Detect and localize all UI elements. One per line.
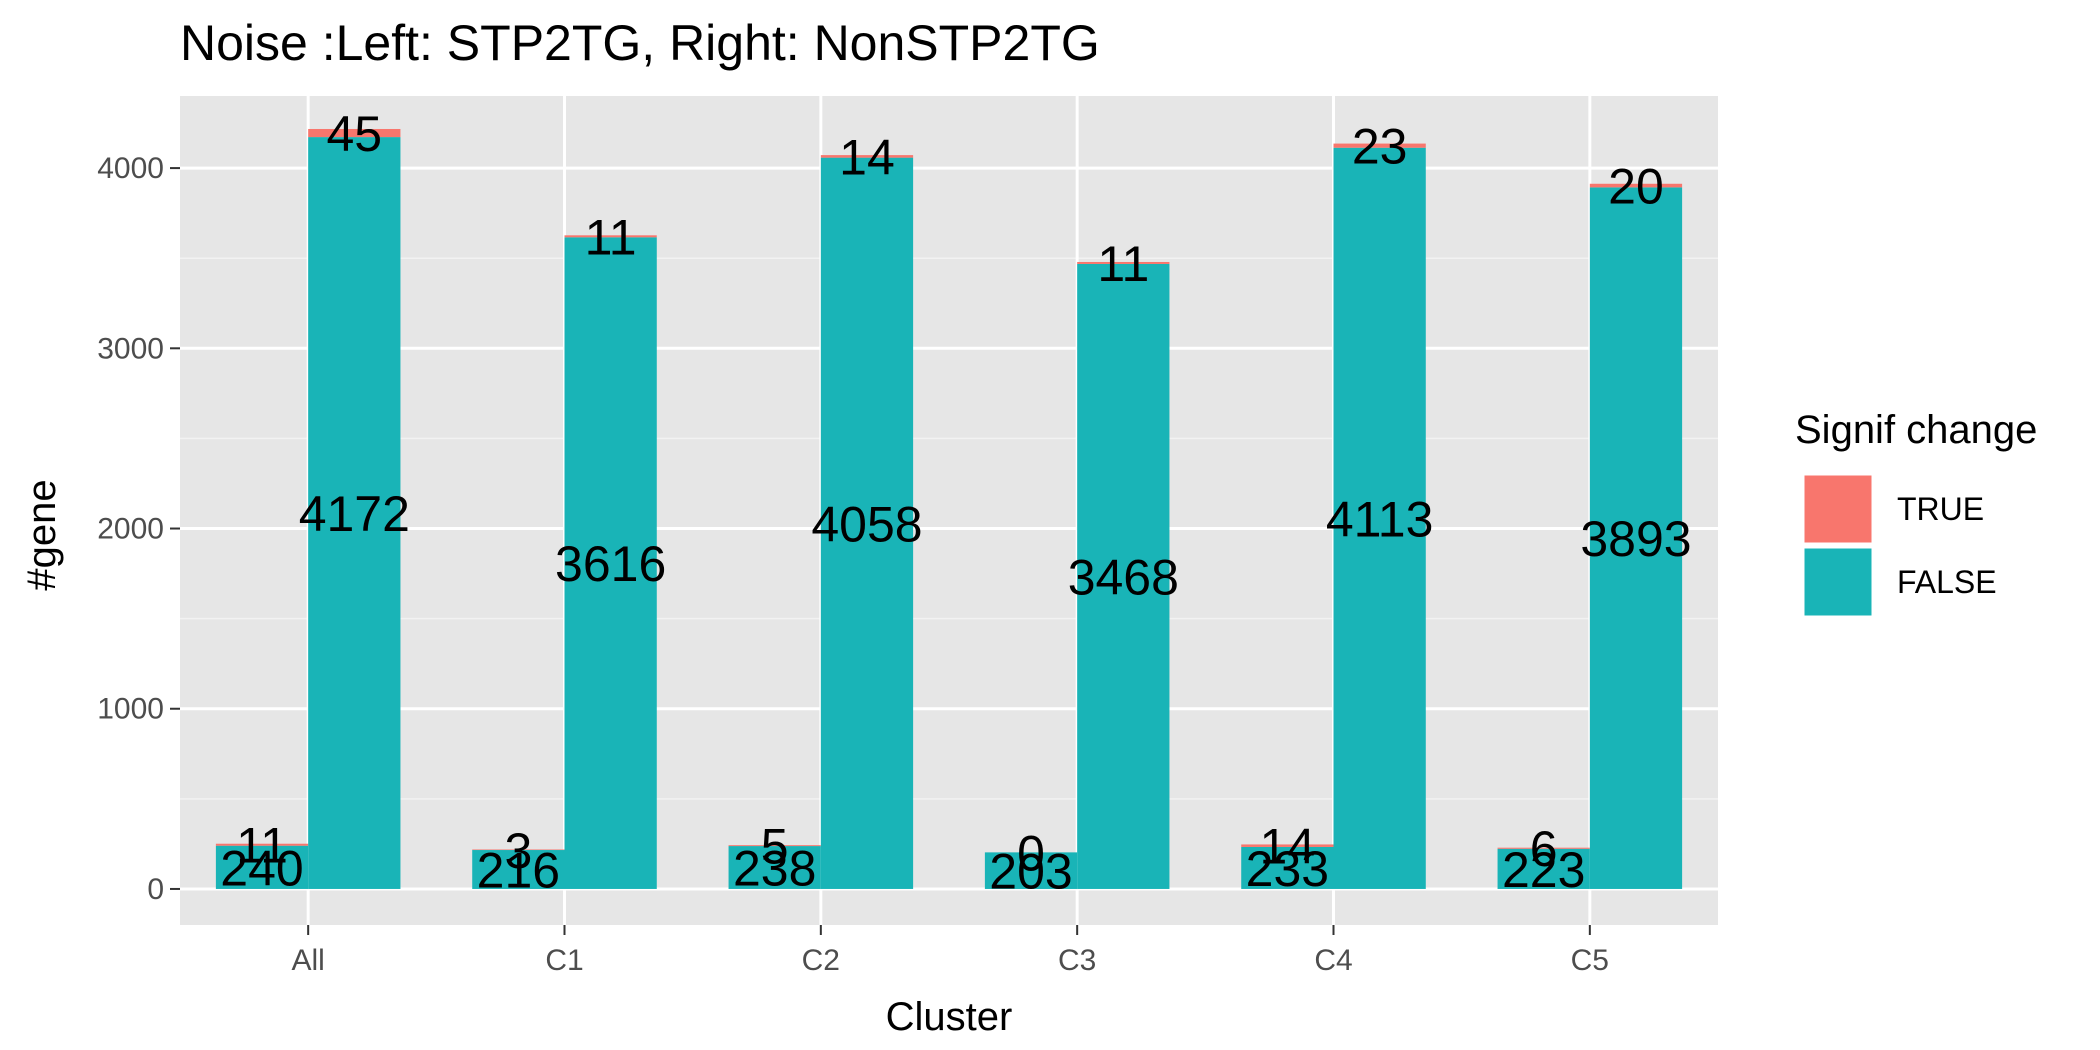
legend-label-false: FALSE [1897, 564, 1997, 600]
data-label-false-right-C3: 3468 [1068, 549, 1179, 605]
y-axis-title: #gene [20, 479, 64, 590]
data-label-true-left-C2: 5 [761, 819, 789, 875]
bar-true-right-C3 [1077, 261, 1170, 264]
legend-key-false [1801, 545, 1875, 619]
data-label-false-left-C1: 216 [477, 842, 560, 898]
data-label-false-right-C1: 3616 [555, 536, 666, 592]
data-label-false-right-C2: 4058 [811, 496, 922, 552]
bar-true-right-C1 [564, 235, 657, 238]
x-tick-label: C3 [1058, 944, 1096, 977]
bar-true-left-C2 [728, 845, 821, 847]
data-label-false-right-C5: 3893 [1580, 511, 1691, 567]
y-tick-label: 0 [147, 873, 164, 906]
y-tick-label: 3000 [97, 332, 164, 365]
x-tick-label: C1 [545, 944, 583, 977]
bar-false-left-C4 [1241, 846, 1334, 889]
data-label-true-left-C4: 14 [1260, 819, 1316, 875]
bar-true-right-All [308, 128, 401, 138]
bar-true-left-All [215, 843, 309, 846]
data-label-true-right-C3: 11 [1097, 236, 1149, 292]
data-label-false-left-C5: 223 [1502, 842, 1585, 898]
x-axis-title: Cluster [886, 995, 1013, 1039]
data-label-false-right-All: 4172 [299, 486, 410, 542]
bar-true-left-C5 [1497, 847, 1590, 849]
bar-false-right-C4 [1333, 147, 1426, 889]
bars [215, 128, 1683, 889]
bar-false-left-C2 [728, 846, 821, 889]
bar-false-right-C2 [820, 157, 914, 889]
x-tick-label: C4 [1314, 944, 1352, 977]
data-label-true-left-C5: 6 [1530, 821, 1558, 877]
legend-label-true: TRUE [1897, 491, 1984, 527]
data-label-false-left-C3: 203 [989, 844, 1072, 900]
data-label-true-left-C3: 0 [1017, 825, 1045, 881]
bar-false-left-C3 [984, 852, 1078, 889]
x-tick-label: All [291, 944, 324, 977]
panel-background [180, 96, 1718, 925]
x-tick-label: C5 [1571, 944, 1609, 977]
bar-false-left-C5 [1497, 848, 1590, 889]
y-tick-label: 2000 [97, 513, 164, 546]
chart-title: Noise :Left: STP2TG, Right: NonSTP2TG [180, 15, 1100, 71]
legend-title: Signif change [1795, 408, 2037, 452]
bar-true-left-C1 [472, 849, 565, 851]
bar-true-right-C4 [1333, 143, 1426, 148]
data-label-false-left-C2: 238 [733, 841, 816, 897]
legend: Signif change TRUE FALSE [1795, 408, 2037, 619]
data-label-true-left-C1: 3 [504, 823, 532, 879]
bar-false-right-C1 [564, 237, 657, 889]
data-label-false-left-All: 240 [220, 840, 303, 896]
legend-key-true [1801, 472, 1875, 546]
bar-false-right-All [308, 137, 401, 889]
bar-false-right-C3 [1077, 263, 1170, 889]
y-tick-label: 4000 [97, 152, 164, 185]
data-label-true-right-C5: 20 [1608, 159, 1664, 215]
bar-true-left-C4 [1241, 844, 1334, 847]
data-label-true-left-All: 11 [236, 818, 288, 874]
bar-true-right-C2 [820, 155, 914, 158]
y-axis: 0 1000 2000 3000 4000 [97, 152, 180, 906]
data-label-true-right-C4: 23 [1352, 119, 1408, 175]
data-label-true-right-C2: 14 [839, 129, 895, 185]
x-tick-label: C2 [802, 944, 840, 977]
data-label-true-right-All: 45 [326, 106, 382, 162]
data-label-false-left-C4: 233 [1246, 841, 1329, 897]
data-label-true-right-C1: 11 [585, 209, 637, 265]
x-axis: All C1 C2 C3 C4 C5 [291, 925, 1609, 977]
y-tick-label: 1000 [97, 693, 164, 726]
bar-false-left-All [215, 845, 309, 889]
bar-true-right-C5 [1589, 183, 1683, 188]
data-label-false-right-C4: 4113 [1326, 491, 1434, 547]
bar-false-left-C1 [472, 850, 565, 889]
bar-false-right-C5 [1589, 187, 1683, 889]
